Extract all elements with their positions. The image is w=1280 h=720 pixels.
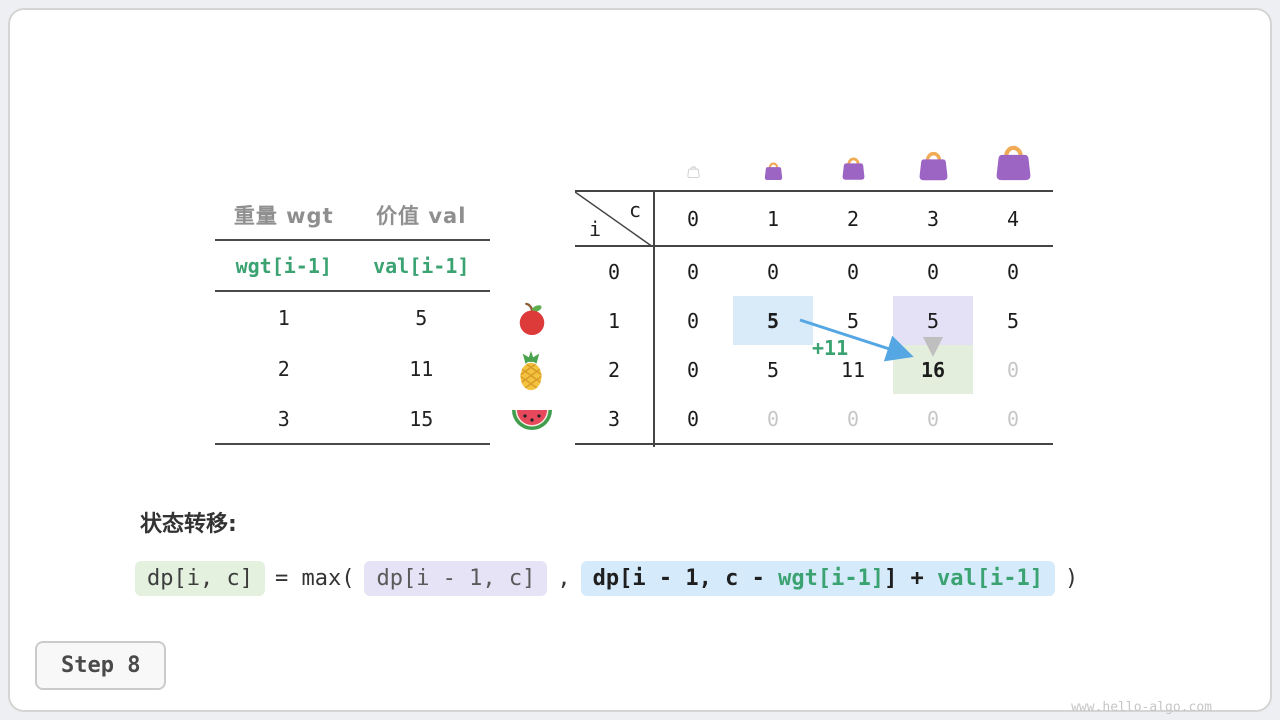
dp-col-header-0: 0 [686, 206, 700, 231]
dp-axis-label-c: c [628, 198, 641, 222]
items-table: 重量 wgt 价值 val wgt[i-1] val[i-1] 1 5 2 11… [215, 190, 490, 445]
dp-corner-cell: c i [575, 192, 653, 247]
item-2-weight: 2 [277, 356, 290, 381]
formula-arg-take-wgt: wgt[i-1] [778, 566, 885, 591]
state-transition-formula: dp[i, c] = max( dp[i - 1, c] , dp[i - 1,… [135, 561, 1078, 596]
items-formula-row: wgt[i-1] val[i-1] [215, 241, 490, 292]
dp-row-label-1: 1 [607, 308, 621, 333]
dp-row-label-0: 0 [607, 259, 621, 284]
item-row-1: 1 5 [215, 292, 490, 343]
formula-arg-take: dp[i - 1, c - wgt[i-1]] + val[i-1] [580, 561, 1056, 596]
dp-row-label-3: 3 [607, 406, 621, 431]
items-wgt-formula: wgt[i-1] [235, 253, 332, 278]
items-col-value-header: 价值 val [376, 203, 467, 228]
pineapple-icon [514, 350, 548, 396]
corner-diagonal-line [575, 192, 653, 247]
apple-icon [515, 301, 549, 341]
item-3-weight: 3 [277, 406, 290, 431]
dp-cell-0-3: 0 [926, 259, 940, 284]
item-2-value: 11 [409, 356, 434, 381]
dp-cell-3-0: 0 [686, 406, 700, 431]
dp-row-0: 0 0 0 0 0 0 [575, 247, 1053, 296]
formula-arg-take-val: val[i-1] [937, 566, 1044, 591]
dp-table-vertical-divider [653, 190, 655, 447]
value-annotation: +11 [812, 336, 849, 360]
dp-cell-3-2: 0 [846, 406, 860, 431]
item-row-2: 2 11 [215, 343, 490, 394]
dp-cell-3-3: 0 [926, 406, 940, 431]
dp-cell-2-0: 0 [686, 357, 700, 382]
dp-cell-1-4: 5 [1006, 308, 1020, 333]
bag-icon-capacity-4 [991, 139, 1036, 186]
watermark: www.hello-algo.com [1071, 700, 1212, 715]
items-header-row: 重量 wgt 价值 val [215, 190, 490, 241]
step-badge: Step 8 [35, 641, 167, 690]
formula-arg-take-part1: dp[i - 1, c - [592, 566, 779, 591]
item-3-value: 15 [409, 406, 434, 431]
dp-cell-2-2: 11 [840, 357, 866, 382]
dp-cell-0-1: 0 [766, 259, 780, 284]
dp-cell-1-3-highlight-above: 5 [893, 296, 973, 345]
dp-cell-1-1-highlight-source: 5 [733, 296, 813, 345]
bag-icon-capacity-0 [686, 163, 701, 183]
formula-close-paren: ) [1065, 566, 1079, 591]
dp-col-header-2: 2 [846, 206, 860, 231]
dp-col-header-1: 1 [766, 206, 780, 231]
formula-arg-keep: dp[i - 1, c] [364, 561, 548, 596]
dp-table: c i 0 1 2 3 4 0 0 0 0 0 0 1 0 5 5 5 5 2 … [575, 190, 1053, 445]
dp-cell-2-3-highlight-current: 16 [893, 345, 973, 394]
bag-icon-capacity-2 [839, 153, 868, 185]
formula-comma: , [557, 566, 571, 591]
dp-row-3: 3 0 0 0 0 0 [575, 394, 1053, 443]
dp-col-header-3: 3 [926, 206, 940, 231]
state-transition-label: 状态转移: [140, 512, 237, 537]
dp-col-header-4: 4 [1006, 206, 1020, 231]
items-val-formula: val[i-1] [373, 253, 470, 278]
dp-row-label-2: 2 [607, 357, 621, 382]
dp-cell-2-4: 0 [1006, 357, 1020, 382]
item-row-3: 3 15 [215, 394, 490, 445]
formula-equals-max: = max( [274, 566, 355, 591]
dp-axis-label-i: i [589, 217, 602, 241]
dp-cell-3-4: 0 [1006, 406, 1020, 431]
item-1-weight: 1 [277, 305, 290, 330]
items-col-weight-header: 重量 wgt [233, 203, 334, 228]
formula-lhs: dp[i, c] [135, 561, 265, 596]
item-1-value: 5 [415, 305, 428, 330]
dp-cell-0-2: 0 [846, 259, 860, 284]
dp-cell-0-4: 0 [1006, 259, 1020, 284]
watermelon-icon [511, 408, 553, 438]
dp-cell-0-0: 0 [686, 259, 700, 284]
dp-cell-1-0: 0 [686, 308, 700, 333]
bag-icon-capacity-1 [762, 159, 785, 185]
formula-arg-take-part2: ] + [884, 566, 938, 591]
bag-icon-capacity-3 [915, 146, 952, 186]
dp-cell-2-1: 5 [766, 357, 780, 382]
dp-header-row: c i 0 1 2 3 4 [575, 192, 1053, 247]
dp-cell-3-1: 0 [766, 406, 780, 431]
